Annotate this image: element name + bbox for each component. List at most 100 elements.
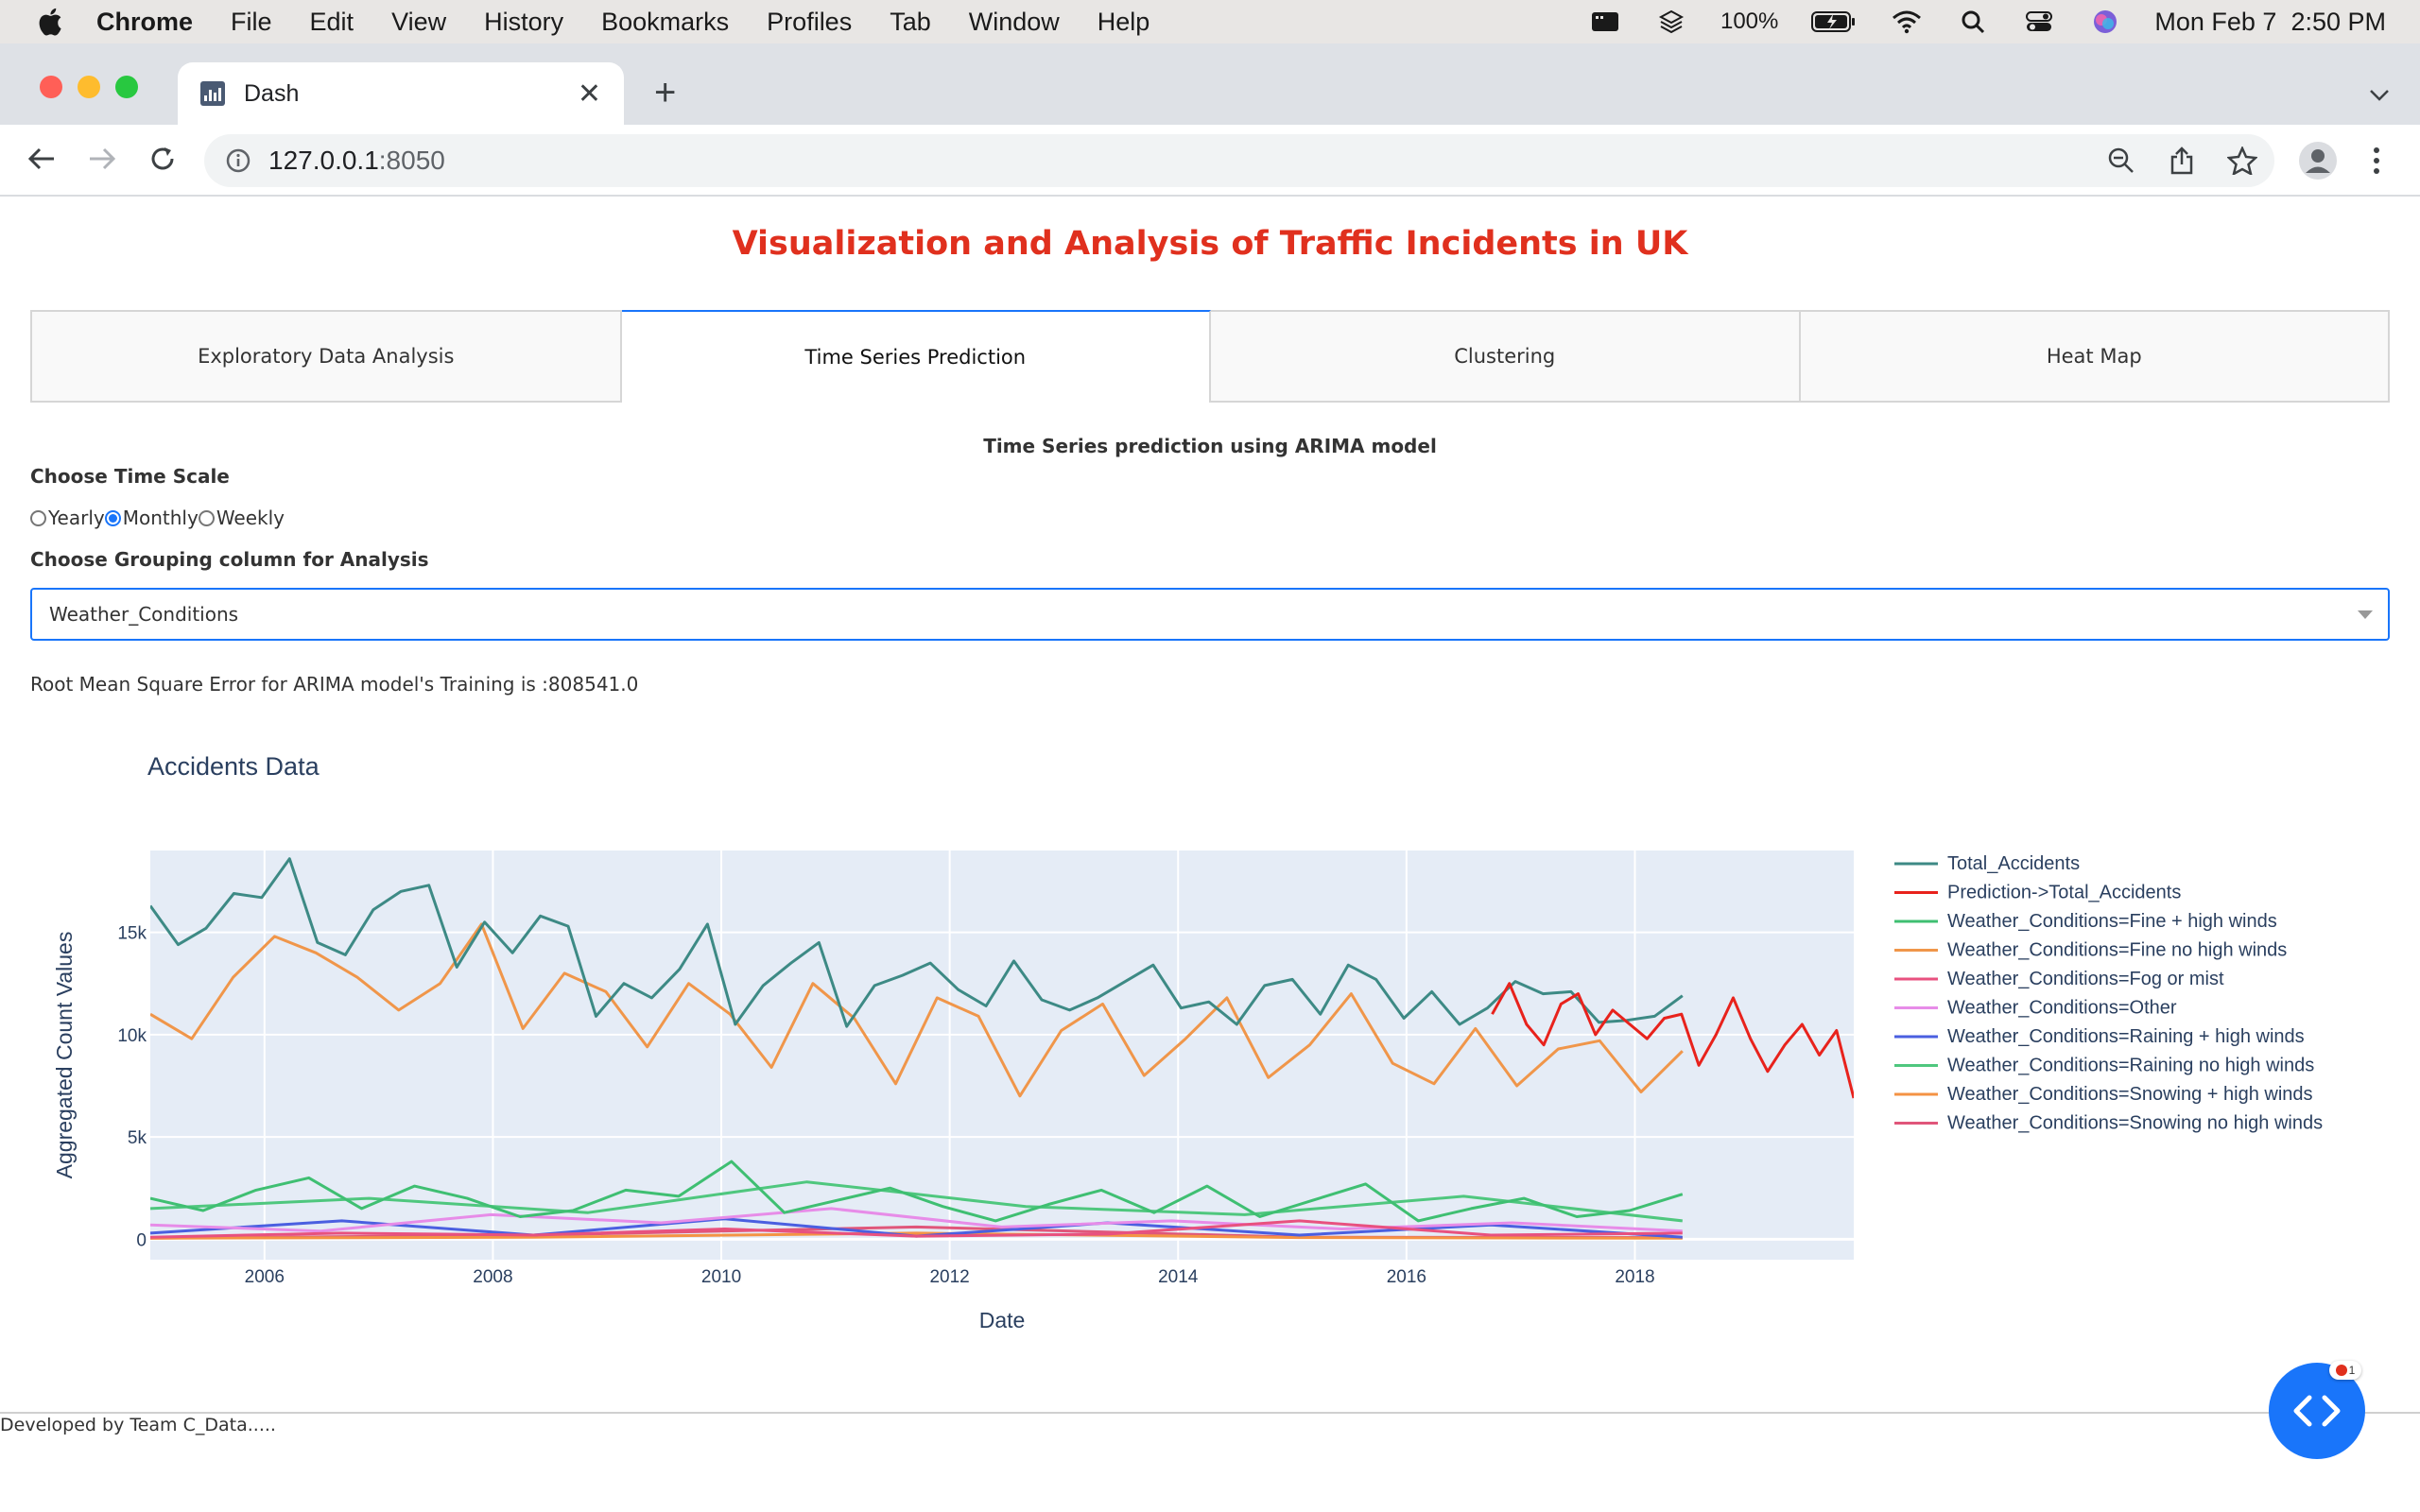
window-close-button[interactable]: [40, 76, 62, 98]
tab-close-icon[interactable]: ✕: [577, 77, 601, 110]
debug-error-count: 1: [2348, 1364, 2356, 1377]
x-axis-label: Date: [979, 1308, 1026, 1332]
legend-label: Weather_Conditions=Snowing no high winds: [1947, 1113, 2323, 1134]
x-tick-label: 2008: [473, 1267, 512, 1287]
radio-monthly[interactable]: Monthly: [104, 507, 199, 529]
accidents-chart: 2006 2008 2010 2012 2014 2016 2018 0 5k 10k 15k Acc…: [30, 728, 2390, 1351]
y-tick-label: 0: [136, 1230, 147, 1250]
time-scale-radio-group: Yearly Monthly Weekly: [30, 507, 285, 529]
series-line-8: [150, 1231, 1683, 1240]
menu-window[interactable]: Window: [968, 7, 1060, 36]
dropdown-caret-icon[interactable]: [2358, 610, 2373, 619]
y-axis-label: Aggregated Count Values: [52, 932, 77, 1179]
radio-yearly-circle[interactable]: [30, 509, 46, 526]
series-line-0: [150, 857, 1684, 1028]
accidents-chart-svg: 2006 2008 2010 2012 2014 2016 2018 0 5k 10k 15k Acc…: [52, 752, 2323, 1332]
menu-history[interactable]: History: [484, 7, 564, 36]
apple-logo-icon[interactable]: [36, 6, 68, 38]
battery-icon[interactable]: [1810, 9, 1858, 35]
legend-label: Total_Accidents: [1947, 853, 2080, 874]
browser-tab-dash[interactable]: Dash ✕: [178, 62, 624, 125]
siri-icon[interactable]: [2088, 9, 2122, 35]
footer-text: Developed by Team C_Data.....: [0, 1415, 276, 1435]
page-title: Visualization and Analysis of Traffic In…: [732, 225, 1688, 263]
control-center-icon[interactable]: [2022, 9, 2056, 35]
series-line-7: [150, 1180, 1683, 1223]
grouping-dropdown-value: Weather_Conditions: [49, 603, 239, 626]
legend-label: Weather_Conditions=Other: [1947, 998, 2177, 1019]
footer-divider: [0, 1412, 2420, 1414]
legend-label: Weather_Conditions=Snowing + high winds: [1947, 1084, 2313, 1105]
macos-menubar: Chrome File Edit View History Bookmarks …: [0, 0, 2420, 43]
grouping-dropdown[interactable]: Weather_Conditions: [30, 588, 2390, 641]
browser-menu-kebab-icon[interactable]: [2360, 144, 2394, 178]
radio-weekly[interactable]: Weekly: [198, 507, 285, 529]
clock-datetime[interactable]: Mon Feb 7 2:50 PM: [2154, 7, 2386, 36]
zoom-out-icon[interactable]: [2104, 144, 2138, 178]
radio-yearly[interactable]: Yearly: [30, 507, 105, 529]
menu-help[interactable]: Help: [1097, 7, 1150, 36]
menu-bookmarks[interactable]: Bookmarks: [601, 7, 730, 36]
x-tick-label: 2016: [1387, 1267, 1426, 1287]
legend-label: Weather_Conditions=Fine + high winds: [1947, 911, 2277, 932]
layers-icon[interactable]: [1654, 9, 1688, 35]
new-tab-plus-icon[interactable]: +: [654, 72, 677, 113]
site-info-icon[interactable]: [225, 147, 251, 174]
series-line-3: [150, 922, 1684, 1098]
tab-time-series-prediction[interactable]: Time Series Prediction: [621, 310, 1211, 403]
share-icon[interactable]: [2165, 144, 2199, 178]
radio-weekly-circle[interactable]: [198, 509, 215, 526]
chart-title: Accidents Data: [147, 752, 320, 781]
rmse-text: Root Mean Square Error for ARIMA model's…: [30, 673, 639, 696]
legend-label: Weather_Conditions=Fog or mist: [1947, 969, 2224, 989]
tab-search-chevron-icon[interactable]: [2369, 79, 2390, 109]
time-scale-label: Choose Time Scale: [30, 465, 230, 488]
radio-monthly-label[interactable]: Monthly: [122, 507, 199, 529]
menu-profiles[interactable]: Profiles: [767, 7, 853, 36]
series-line-4: [150, 1219, 1683, 1239]
menu-tab[interactable]: Tab: [890, 7, 931, 36]
back-arrow-icon[interactable]: [23, 140, 60, 178]
window-minimize-button[interactable]: [78, 76, 100, 98]
window-maximize-button[interactable]: [115, 76, 138, 98]
menu-file[interactable]: File: [231, 7, 272, 36]
spotlight-search-icon[interactable]: [1956, 9, 1990, 35]
url-port: :8050: [378, 146, 445, 175]
radio-yearly-label[interactable]: Yearly: [48, 507, 105, 529]
reload-icon[interactable]: [144, 140, 182, 178]
forward-arrow-icon[interactable]: [83, 140, 121, 178]
error-dot-icon: [2335, 1365, 2347, 1376]
tab-exploratory-data-analysis[interactable]: Exploratory Data Analysis: [30, 310, 622, 403]
menu-view[interactable]: View: [391, 7, 447, 36]
y-tick-label: 5k: [128, 1128, 147, 1148]
series-line-2: [150, 1160, 1684, 1223]
legend-label: Weather_Conditions=Raining + high winds: [1947, 1026, 2305, 1047]
radio-monthly-circle[interactable]: [104, 509, 121, 526]
x-tick-label: 2014: [1158, 1267, 1199, 1287]
legend-label: Prediction->Total_Accidents: [1947, 883, 2181, 903]
menu-edit[interactable]: Edit: [309, 7, 354, 36]
address-bar[interactable]: 127.0.0.1:8050: [204, 134, 2274, 187]
x-tick-label: 2018: [1615, 1267, 1654, 1287]
grouping-label: Choose Grouping column for Analysis: [30, 548, 429, 571]
legend-label: Weather_Conditions=Fine no high winds: [1947, 940, 2287, 961]
series-line-5: [150, 1207, 1683, 1233]
url-host: 127.0.0.1: [268, 146, 379, 175]
dash-favicon-icon: [200, 81, 225, 106]
code-brackets-icon: [2293, 1395, 2341, 1427]
section-heading: Time Series prediction using ARIMA model: [983, 435, 1437, 457]
battery-percent: 100%: [1720, 9, 1779, 34]
debug-error-badge[interactable]: 1: [2329, 1361, 2361, 1380]
screen-record-icon[interactable]: [1588, 9, 1622, 35]
bookmark-star-icon[interactable]: [2225, 144, 2259, 178]
x-tick-label: 2010: [701, 1267, 741, 1287]
profile-avatar-icon[interactable]: [2299, 142, 2337, 180]
tab-heat-map[interactable]: Heat Map: [1800, 310, 2390, 403]
browser-tab-title: Dash: [244, 79, 300, 107]
wifi-icon[interactable]: [1890, 9, 1924, 35]
page-tabs: Exploratory Data Analysis Time Series Pr…: [30, 310, 2390, 403]
tab-clustering[interactable]: Clustering: [1211, 310, 1801, 403]
menu-app-name[interactable]: Chrome: [96, 7, 194, 36]
legend-label: Weather_Conditions=Raining no high winds: [1947, 1056, 2314, 1076]
radio-weekly-label[interactable]: Weekly: [216, 507, 285, 529]
